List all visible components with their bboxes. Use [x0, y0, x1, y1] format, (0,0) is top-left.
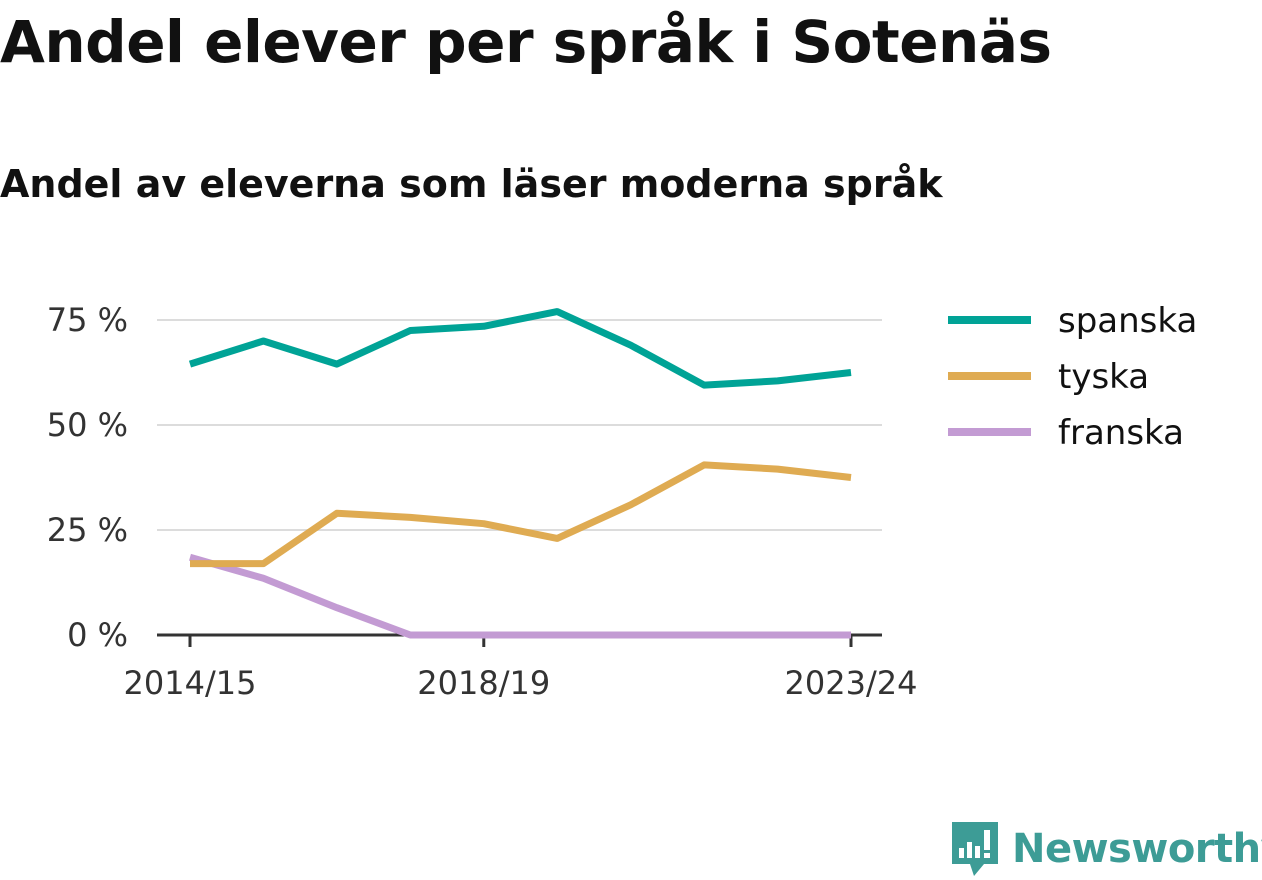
- y-tick-label: 0 %: [67, 616, 128, 654]
- chart-title: Andel elever per språk i Sotenäs: [0, 8, 1052, 76]
- series-line-franska: [189, 553, 851, 639]
- newsworthy-logo-icon: [952, 822, 998, 876]
- legend-label-spanska: spanska: [1058, 301, 1197, 341]
- legend-label-tyska: tyska: [1058, 357, 1149, 397]
- newsworthy-brand: Newsworthy: [950, 818, 1262, 880]
- legend-label-franska: franska: [1058, 413, 1184, 453]
- series-lines: [188, 308, 852, 639]
- y-tick-label: 25 %: [47, 511, 128, 549]
- y-tick-label: 75 %: [47, 301, 128, 339]
- series-line-spanska: [188, 308, 852, 389]
- x-tick-label: 2014/15: [124, 664, 257, 702]
- chart-subtitle: Andel av eleverna som läser moderna språ…: [0, 162, 943, 206]
- gridlines: [157, 319, 882, 531]
- brand-name: Newsworthy: [1012, 826, 1262, 872]
- y-axis-ticks: 0 % 25 % 50 % 75 %: [47, 301, 128, 654]
- y-tick-label: 50 %: [47, 406, 128, 444]
- x-axis: 2014/15 2018/19 2023/24: [124, 633, 918, 702]
- x-tick-label: 2023/24: [785, 664, 918, 702]
- x-tick-label: 2018/19: [417, 664, 550, 702]
- series-line-tyska: [190, 461, 852, 568]
- legend: spanska tyska franska: [948, 301, 1197, 453]
